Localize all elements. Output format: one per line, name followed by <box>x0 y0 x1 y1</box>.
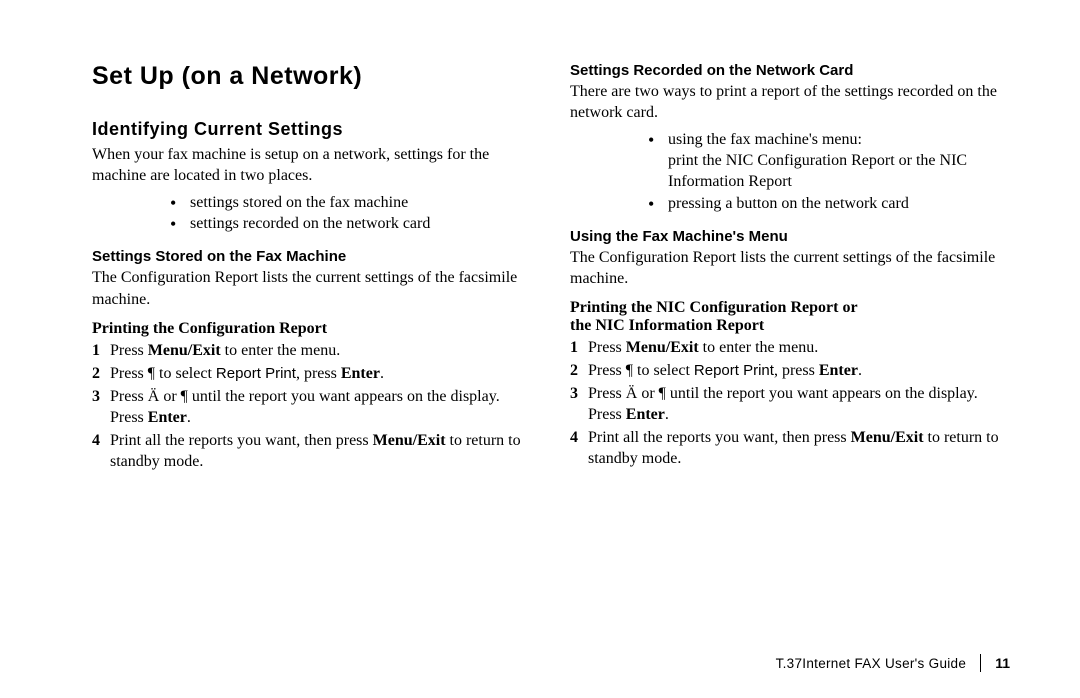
subheading-printing-nic-b: the NIC Information Report <box>570 317 1010 335</box>
left-column: Set Up (on a Network) Identifying Curren… <box>92 62 532 474</box>
subheading-printing-config: Printing the Configuration Report <box>92 320 532 338</box>
footer-guide-title: T.37Internet FAX User's Guide <box>776 656 967 671</box>
subheading-recorded-network: Settings Recorded on the Network Card <box>570 62 1010 79</box>
bold-text: Menu/Exit <box>148 342 221 359</box>
step-text: , press <box>774 362 819 379</box>
steps-list: Press Menu/Exit to enter the menu. Press… <box>570 337 1010 470</box>
step-item: Print all the reports you want, then pre… <box>570 427 1010 469</box>
step-text: . <box>665 406 669 423</box>
bullet-line: print the NIC Configuration Report or th… <box>668 152 967 190</box>
step-text: to enter the menu. <box>221 342 341 359</box>
list-item: settings stored on the fax machine <box>170 192 532 213</box>
bullets-list: using the fax machine's menu: print the … <box>570 129 1010 213</box>
body-text: The Configuration Report lists the curre… <box>570 247 1010 289</box>
step-text: . <box>380 365 384 382</box>
step-item: Press ¶ to select Report Print, press En… <box>570 360 1010 381</box>
bold-text: Menu/Exit <box>626 339 699 356</box>
subheading-using-menu: Using the Fax Machine's Menu <box>570 228 1010 245</box>
body-text: There are two ways to print a report of … <box>570 81 1010 123</box>
step-item: Press Ä or ¶ until the report you want a… <box>570 383 1010 425</box>
footer-divider <box>980 654 981 672</box>
bold-text: Enter <box>148 409 187 426</box>
step-item: Press Menu/Exit to enter the menu. <box>92 340 532 361</box>
step-item: Press Menu/Exit to enter the menu. <box>570 337 1010 358</box>
step-item: Print all the reports you want, then pre… <box>92 430 532 472</box>
step-text: to enter the menu. <box>699 339 819 356</box>
list-item: settings recorded on the network card <box>170 213 532 234</box>
step-text: , press <box>296 365 341 382</box>
footer-page-number: 11 <box>995 655 1010 671</box>
section-heading-identifying: Identifying Current Settings <box>92 119 532 140</box>
step-text: Print all the reports you want, then pre… <box>110 432 373 449</box>
bold-text: Menu/Exit <box>851 429 924 446</box>
step-text: Print all the reports you want, then pre… <box>588 429 851 446</box>
step-text: . <box>858 362 862 379</box>
bold-text: Enter <box>819 362 858 379</box>
step-text: Press ¶ to select <box>110 365 216 382</box>
subheading-printing-nic-a: Printing the NIC Configuration Report or <box>570 299 1010 317</box>
step-text: . <box>187 409 191 426</box>
bullet-line: using the fax machine's menu: <box>668 131 862 148</box>
intro-bullets: settings stored on the fax machine setti… <box>92 192 532 234</box>
intro-text: When your fax machine is setup on a netw… <box>92 144 532 186</box>
list-item: pressing a button on the network card <box>648 193 1010 214</box>
step-item: Press Ä or ¶ until the report you want a… <box>92 386 532 428</box>
bold-text: Enter <box>626 406 665 423</box>
body-text: The Configuration Report lists the curre… <box>92 267 532 309</box>
step-text: Press <box>110 342 148 359</box>
step-text: Press <box>588 339 626 356</box>
subheading-stored-fax: Settings Stored on the Fax Machine <box>92 248 532 265</box>
bold-text: Menu/Exit <box>373 432 446 449</box>
steps-list: Press Menu/Exit to enter the menu. Press… <box>92 340 532 473</box>
ui-label: Report Print <box>216 365 296 382</box>
step-text: Press ¶ to select <box>588 362 694 379</box>
page-footer: T.37Internet FAX User's Guide 11 <box>776 654 1010 672</box>
list-item: using the fax machine's menu: print the … <box>648 129 1010 192</box>
ui-label: Report Print <box>694 362 774 379</box>
step-item: Press ¶ to select Report Print, press En… <box>92 363 532 384</box>
page-title: Set Up (on a Network) <box>92 62 532 91</box>
right-column: Settings Recorded on the Network Card Th… <box>570 62 1010 474</box>
bold-text: Enter <box>341 365 380 382</box>
